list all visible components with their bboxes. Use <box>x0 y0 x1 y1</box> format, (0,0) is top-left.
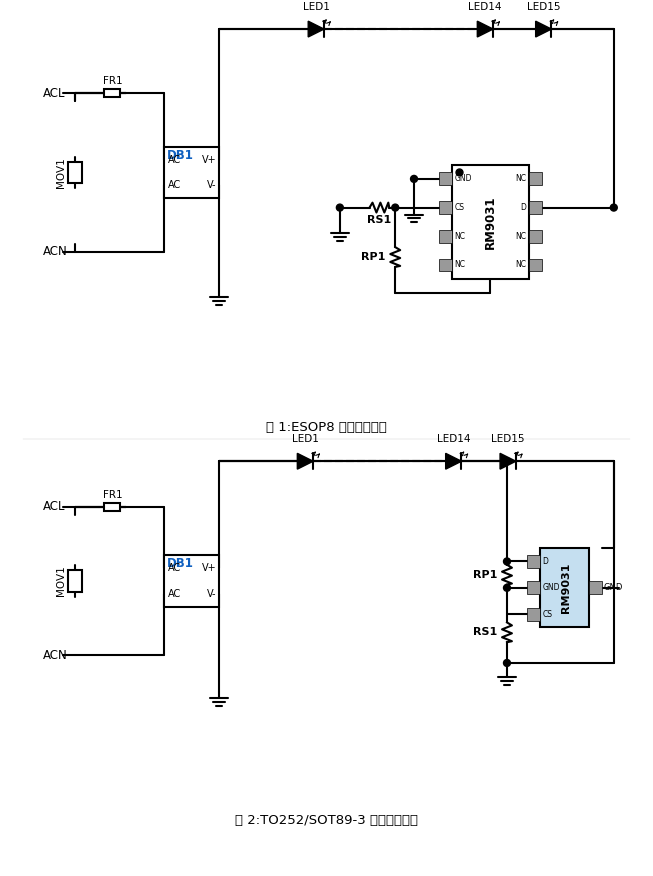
Polygon shape <box>500 453 516 470</box>
Text: CS: CS <box>543 610 552 618</box>
Text: DB1: DB1 <box>167 557 194 570</box>
Text: LED14: LED14 <box>468 3 502 12</box>
Circle shape <box>456 169 463 176</box>
Text: RS1: RS1 <box>473 627 497 638</box>
Text: NC: NC <box>515 232 526 241</box>
Text: RS1: RS1 <box>367 215 392 225</box>
Circle shape <box>503 660 511 667</box>
Text: RM9031: RM9031 <box>484 195 497 249</box>
Text: V+: V+ <box>202 563 216 573</box>
Bar <box>527 582 539 594</box>
Bar <box>452 165 529 279</box>
Text: MOV1: MOV1 <box>56 157 66 187</box>
Text: DB1: DB1 <box>167 149 194 162</box>
Bar <box>104 89 120 97</box>
Bar <box>439 258 452 272</box>
Text: LED1: LED1 <box>292 434 319 444</box>
Circle shape <box>611 204 617 211</box>
Text: AC: AC <box>168 589 181 599</box>
Text: FR1: FR1 <box>103 490 122 500</box>
Bar <box>529 201 541 214</box>
Text: AC: AC <box>168 155 181 165</box>
Bar <box>527 608 539 620</box>
Text: FR1: FR1 <box>103 76 122 87</box>
Circle shape <box>392 204 399 211</box>
Circle shape <box>503 458 511 464</box>
Text: ACL: ACL <box>43 87 66 100</box>
Text: MOV1: MOV1 <box>56 566 66 597</box>
Bar <box>527 555 539 568</box>
Bar <box>104 503 120 511</box>
Text: D: D <box>543 557 549 566</box>
Circle shape <box>503 558 511 565</box>
Bar <box>439 230 452 243</box>
Text: V+: V+ <box>202 155 216 165</box>
Text: 图 2:TO252/SOT89-3 封装单个驱动: 图 2:TO252/SOT89-3 封装单个驱动 <box>234 814 417 827</box>
Text: RM9031: RM9031 <box>562 562 571 613</box>
Text: RP1: RP1 <box>473 569 497 580</box>
Polygon shape <box>445 453 462 470</box>
Bar <box>68 570 82 592</box>
Text: LED14: LED14 <box>437 434 470 444</box>
Bar <box>164 555 219 606</box>
Circle shape <box>503 584 511 591</box>
Text: LED1: LED1 <box>303 3 330 12</box>
Text: CS: CS <box>454 203 464 212</box>
Bar <box>589 582 602 594</box>
Text: V-: V- <box>207 180 216 190</box>
Text: ACN: ACN <box>43 245 68 258</box>
Bar <box>529 258 541 272</box>
Text: NC: NC <box>515 174 526 183</box>
Polygon shape <box>477 21 493 37</box>
Bar <box>439 201 452 214</box>
Text: RP1: RP1 <box>361 252 385 262</box>
Text: GND: GND <box>604 583 623 592</box>
Text: AC: AC <box>168 180 181 190</box>
Text: V-: V- <box>207 589 216 599</box>
Bar <box>439 173 452 186</box>
Bar <box>68 161 82 183</box>
Text: LED15: LED15 <box>491 434 525 444</box>
Text: ACL: ACL <box>43 500 66 513</box>
Polygon shape <box>535 21 552 37</box>
Text: 图 1:ESOP8 封装单个驱动: 图 1:ESOP8 封装单个驱动 <box>266 421 387 434</box>
Text: NC: NC <box>454 232 466 241</box>
Bar <box>529 230 541 243</box>
Bar <box>529 173 541 186</box>
Text: D: D <box>520 203 526 212</box>
Circle shape <box>336 204 343 211</box>
Text: LED15: LED15 <box>527 3 560 12</box>
Text: ACN: ACN <box>43 648 68 661</box>
Bar <box>164 147 219 198</box>
Polygon shape <box>297 453 313 470</box>
Text: GND: GND <box>454 174 472 183</box>
Text: GND: GND <box>543 583 560 592</box>
Bar <box>539 548 589 627</box>
Text: NC: NC <box>515 260 526 270</box>
Text: AC: AC <box>168 563 181 573</box>
Polygon shape <box>308 21 324 37</box>
Text: NC: NC <box>454 260 466 270</box>
Circle shape <box>411 175 417 182</box>
